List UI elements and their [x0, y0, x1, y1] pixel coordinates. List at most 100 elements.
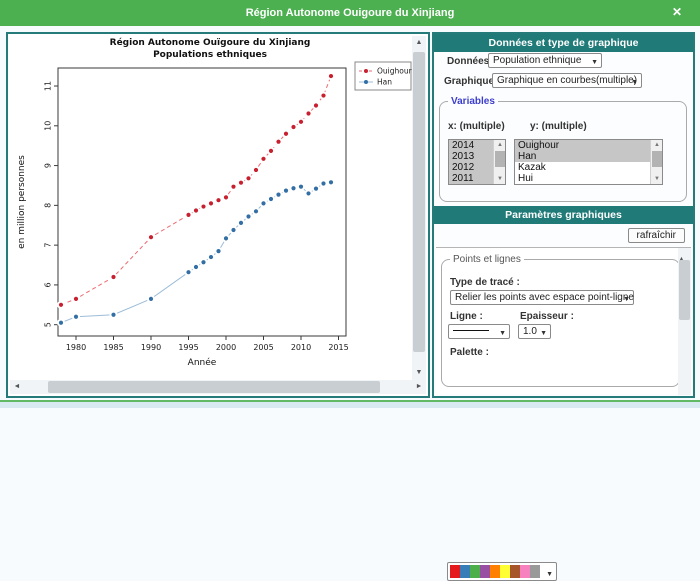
- thickness-select-value: 1.0: [523, 326, 537, 337]
- data-point-ouighour: [306, 111, 311, 116]
- y-listbox-scrollbar-thumb[interactable]: [652, 151, 662, 167]
- data-point-han: [208, 254, 214, 260]
- data-point-han: [298, 184, 304, 189]
- chart-vertical-scrollbar[interactable]: ▲ ▼: [412, 36, 426, 380]
- scroll-up-icon[interactable]: ▲: [497, 142, 503, 148]
- data-point-ouighour: [246, 176, 251, 181]
- horizontal-scrollbar-thumb[interactable]: [48, 381, 380, 393]
- donnees-select[interactable]: Population ethnique ▼: [488, 53, 602, 68]
- scroll-left-icon[interactable]: ◄: [13, 383, 21, 390]
- data-point-ouighour: [208, 201, 214, 206]
- thickness-select[interactable]: 1.0 ▼: [518, 324, 551, 339]
- data-point-han: [148, 296, 154, 301]
- graphique-select-value: Graphique en courbes(multiple): [497, 75, 638, 86]
- scroll-up-icon[interactable]: ▲: [654, 142, 660, 148]
- data-point-han: [276, 192, 281, 197]
- chevron-down-icon: ▼: [499, 330, 506, 337]
- y-tick-label: 8: [44, 203, 53, 208]
- chart-horizontal-scrollbar[interactable]: ◄ ►: [10, 380, 426, 394]
- y-tick-label: 5: [44, 322, 53, 327]
- x-listbox-scrollbar[interactable]: ▲ ▼: [493, 140, 505, 184]
- data-point-han: [186, 270, 191, 275]
- section-header-data-type: Données et type de graphique: [434, 34, 693, 52]
- params-vertical-scrollbar[interactable]: ▲ ▼: [678, 248, 691, 395]
- y-variables-listbox[interactable]: Ouighour Han Kazak Hui ▲ ▼: [514, 139, 663, 185]
- legend-label: Ouighour: [377, 67, 412, 76]
- list-item[interactable]: 2013: [449, 151, 505, 162]
- data-point-ouighour: [298, 119, 304, 124]
- data-point-ouighour: [321, 93, 326, 98]
- window-title: Région Autonome Ouigoure du Xinjiang: [245, 7, 455, 19]
- refresh-button[interactable]: rafraîchir: [627, 228, 685, 243]
- data-point-ouighour: [231, 184, 236, 189]
- chevron-down-icon: ▼: [591, 59, 598, 66]
- palette-color: [460, 565, 470, 578]
- data-point-han: [246, 214, 251, 219]
- close-icon[interactable]: ✕: [671, 5, 682, 19]
- list-item[interactable]: Hui: [518, 173, 534, 184]
- chart-title-line1: Région Autonome Ouïgoure du Xinjiang: [109, 38, 311, 48]
- horizontal-scrollbar-track[interactable]: [24, 380, 412, 394]
- x-tick-label: 1985: [103, 343, 123, 352]
- graphique-label: Graphique :: [444, 76, 501, 87]
- x-multiple-label: x: (multiple): [448, 121, 505, 132]
- trace-type-select[interactable]: Relier les points avec espace point-lign…: [450, 290, 634, 305]
- scroll-up-icon[interactable]: ▲: [415, 39, 423, 46]
- x-tick-label: 2015: [328, 343, 348, 352]
- palette-color: [470, 565, 480, 578]
- palette-select[interactable]: ▼: [447, 562, 557, 581]
- palette-color: [490, 565, 500, 578]
- data-point-han: [261, 201, 266, 206]
- data-point-ouighour: [216, 198, 221, 203]
- list-item[interactable]: 2011: [449, 173, 505, 184]
- x-variables-listbox[interactable]: 2014 2013 2012 2011 ▲ ▼: [448, 139, 506, 185]
- controls-panel: Données et type de graphique Données : P…: [432, 32, 695, 581]
- y-listbox-scrollbar[interactable]: ▲ ▼: [650, 140, 662, 184]
- list-item[interactable]: Han: [515, 151, 662, 162]
- y-multiple-label: y: (multiple): [530, 121, 587, 132]
- data-point-ouighour: [283, 131, 289, 136]
- graphique-select[interactable]: Graphique en courbes(multiple) ▼: [492, 73, 642, 88]
- chart-plot: 1980 1985 1990 1995 2000 2005 2010 2015 5 6 7 8 9 10 1…: [44, 61, 412, 352]
- window-titlebar: Région Autonome Ouigoure du Xinjiang ✕: [0, 0, 700, 26]
- y-tick-label: 7: [44, 243, 53, 248]
- y-tick-label: 10: [44, 121, 53, 131]
- list-item[interactable]: Ouighour: [515, 140, 662, 151]
- data-point-ouighour: [291, 124, 296, 130]
- epaisseur-label: Epaisseur :: [520, 311, 574, 322]
- scroll-down-icon[interactable]: ▼: [497, 176, 503, 182]
- legend-label: Han: [377, 78, 392, 87]
- data-point-ouighour: [238, 180, 244, 185]
- data-point-ouighour: [111, 274, 116, 280]
- points-lines-fieldset: Points et lignes Type de tracé : Relier …: [441, 254, 680, 387]
- list-item[interactable]: Kazak: [518, 162, 546, 173]
- list-item[interactable]: 2014: [449, 140, 505, 151]
- scroll-right-icon[interactable]: ►: [415, 383, 423, 390]
- data-point-han: [328, 180, 334, 185]
- data-point-han: [313, 186, 319, 191]
- solid-line-icon: [453, 329, 489, 331]
- data-point-han: [306, 191, 311, 196]
- trace-type-label: Type de tracé :: [450, 277, 520, 288]
- data-point-ouighour: [261, 156, 266, 161]
- x-tick-label: 2005: [253, 343, 273, 352]
- x-listbox-scrollbar-thumb[interactable]: [495, 151, 505, 167]
- data-point-ouighour: [223, 195, 229, 200]
- palette-color: [480, 565, 490, 578]
- palette-color: [500, 565, 510, 578]
- chart-panel: Région Autonome Ouïgoure du Xinjiang Pop…: [6, 32, 430, 398]
- scroll-down-icon[interactable]: ▼: [415, 369, 423, 376]
- params-scrollbar-thumb[interactable]: [679, 260, 690, 320]
- list-item[interactable]: 2012: [449, 162, 505, 173]
- line-style-select[interactable]: ▼: [448, 324, 510, 339]
- scroll-down-icon[interactable]: ▼: [654, 176, 660, 182]
- window-bottom-border: [0, 400, 700, 402]
- trace-type-select-value: Relier les points avec espace point-lign…: [455, 292, 634, 303]
- params-scroll-area: Points et lignes Type de tracé : Relier …: [436, 247, 691, 581]
- data-point-han: [193, 264, 199, 270]
- vertical-scrollbar-thumb[interactable]: [413, 52, 425, 352]
- data-point-han: [231, 227, 236, 233]
- x-tick-label: 1990: [141, 343, 161, 352]
- scroll-up-icon[interactable]: ▲: [678, 256, 685, 263]
